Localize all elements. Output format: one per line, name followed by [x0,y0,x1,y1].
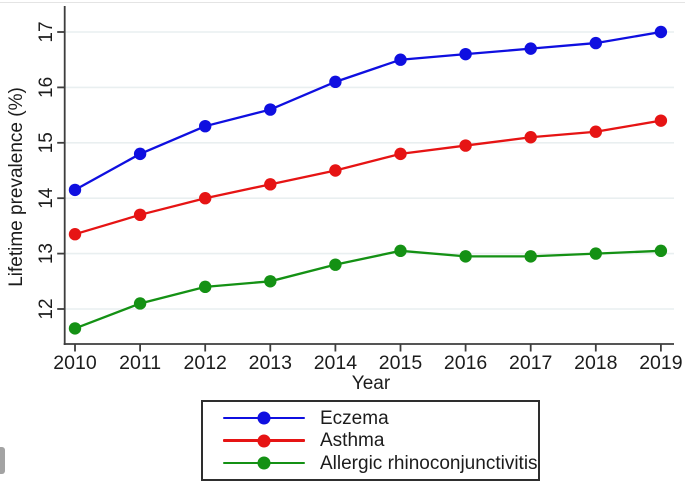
data-point [654,244,668,258]
x-tick-label: 2010 [53,352,97,374]
legend-label: Asthma [320,430,385,451]
data-point [524,250,537,263]
data-point [264,178,277,191]
data-point [394,53,407,66]
data-point [459,139,472,152]
data-point [654,114,668,127]
y-tick-label: 13 [36,243,57,264]
data-point [589,125,602,138]
data-point [68,183,82,197]
allergic-rhinoconjunctivitis-line-marker-icon [223,456,305,470]
asthma-line-marker-icon [223,434,305,448]
legend-item-eczema: Eczema [223,409,530,428]
legend-item-allergic-rhinoconjunctivitis: Allergic rhinoconjunctivitis [223,454,538,473]
y-tick-label: 17 [36,21,57,42]
series-line-asthma [74,119,662,236]
data-point [264,103,277,116]
y-tick-label: 14 [36,187,57,209]
data-point [524,131,537,144]
data-point [654,25,668,39]
data-point [394,244,407,258]
data-point [133,208,147,222]
scrollbar-fragment[interactable] [0,447,5,474]
legend-item-asthma: Asthma [223,431,530,450]
x-tick-label: 2019 [639,352,682,374]
data-point [329,75,342,89]
x-tick-label: 2013 [249,352,292,374]
x-tick-label: 2012 [184,352,227,374]
x-tick-label: 2015 [379,352,423,374]
x-tick-label: 2014 [314,352,358,374]
x-tick-label: 2016 [444,352,487,374]
data-point [133,147,147,161]
line-chart: 12 13 14 15 16 17 2010 2011 2012 2013 2014 2015 2016… [36,6,683,374]
y-axis-title: Lifetime prevalence (%) [6,87,27,287]
data-point [589,36,602,50]
x-tick-label: 2018 [574,352,617,374]
window-edge-line [0,2,685,3]
legend-label: Allergic rhinoconjunctivitis [320,452,538,474]
chart-legend: Eczema Asthma Allergic rhinoconjunctivit… [201,400,540,481]
y-tick-label: 16 [36,77,57,98]
series-line-allergic-rhinoconjunctivitis [74,249,661,330]
data-point [264,275,277,288]
data-point [199,192,212,205]
y-tick-label: 15 [36,132,57,153]
data-point [394,147,407,161]
data-point [589,247,602,260]
data-point [68,228,82,241]
series-line-eczema [74,30,662,191]
x-tick-label: 2011 [119,352,161,374]
data-point [68,322,82,335]
data-point [459,250,472,263]
data-point [459,47,472,61]
x-axis-title: Year [351,373,391,394]
x-tick-label: 2017 [509,352,552,374]
data-point [329,258,342,271]
legend-label: Eczema [320,407,389,429]
eczema-line-marker-icon [223,411,305,425]
data-point [199,119,212,133]
data-point [329,164,342,177]
data-point [133,297,147,310]
data-point [199,280,212,294]
data-point [524,42,537,55]
y-tick-label: 12 [36,298,57,319]
